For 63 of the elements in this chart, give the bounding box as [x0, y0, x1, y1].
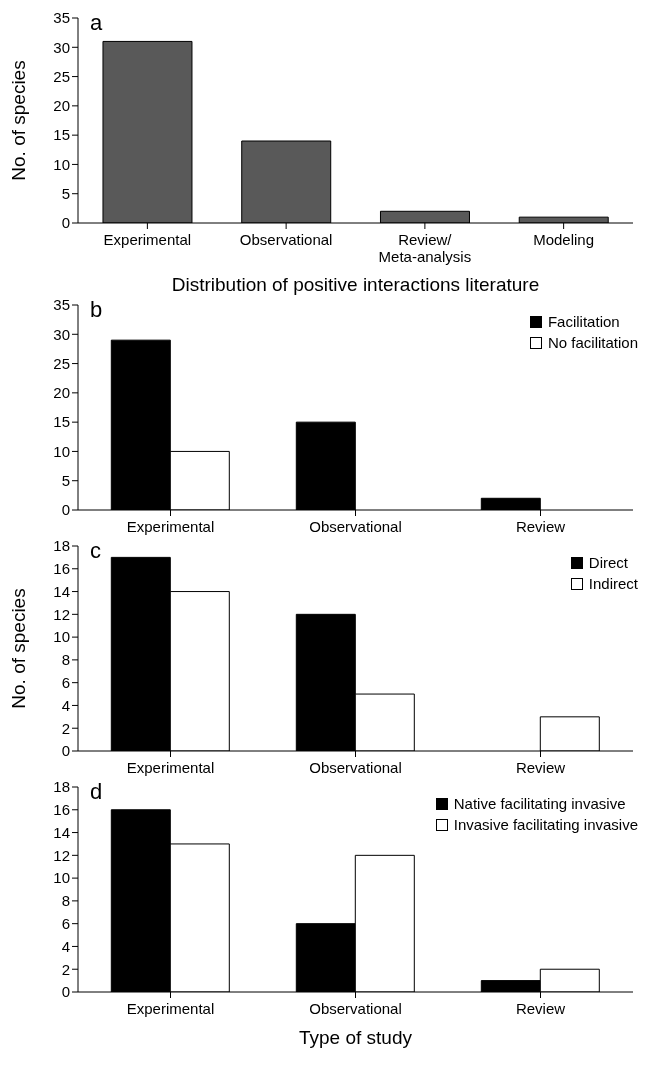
legend-label: Invasive facilitating invasive [453, 816, 638, 833]
y-tick-label: 18 [53, 778, 70, 796]
chart-title: c [90, 538, 101, 564]
y-tick-label: 12 [53, 605, 70, 623]
x-tick-label: Observational [309, 518, 402, 535]
legend-label: Facilitation [547, 313, 620, 330]
chart-title: a [90, 10, 103, 36]
y-tick-label: 14 [53, 582, 70, 600]
y-tick-label: 16 [53, 560, 70, 578]
legend-label: Indirect [588, 575, 638, 592]
y-tick-label: 25 [53, 67, 70, 85]
x-tick-label: Experimental [126, 759, 215, 776]
y-tick-label: 4 [61, 937, 70, 955]
x-tick-label: Experimental [103, 231, 192, 248]
x-tick-label: Review [515, 1000, 566, 1017]
y-tick-label: 25 [53, 354, 70, 372]
y-tick-label: 20 [53, 384, 70, 402]
y-tick-label: 20 [53, 97, 70, 115]
x-tick-label: Review/ Meta-analysis [378, 231, 472, 265]
y-tick-label: 10 [53, 442, 70, 460]
x-tick-label: Observational [309, 759, 402, 776]
y-tick-label: 0 [61, 983, 70, 1001]
x-tick-label: Experimental [126, 518, 215, 535]
x-tick-label: Review [515, 518, 566, 535]
legend-label: Direct [588, 554, 628, 571]
x-axis-title: Type of study [298, 1027, 413, 1048]
y-tick-label: 35 [53, 9, 70, 27]
y-tick-label: 2 [61, 960, 70, 978]
x-tick-label: Experimental [126, 1000, 215, 1017]
x-tick-label: Observational [239, 231, 333, 248]
y-tick-label: 14 [53, 823, 70, 841]
y-tick-label: 10 [53, 869, 70, 887]
y-tick-label: 10 [53, 628, 70, 646]
y-tick-label: 5 [61, 472, 70, 490]
y-axis-title: No. of species [7, 60, 29, 181]
y-tick-label: 2 [61, 719, 70, 737]
y-tick-label: 15 [53, 126, 70, 144]
y-tick-label: 15 [53, 413, 70, 431]
y-tick-label: 12 [53, 846, 70, 864]
legend-label: Native facilitating invasive [453, 795, 626, 812]
y-tick-label: 30 [53, 325, 70, 343]
legend-label: No facilitation [547, 334, 638, 351]
chart-title: d [90, 779, 103, 805]
y-tick-label: 0 [61, 742, 70, 760]
y-tick-label: 6 [61, 673, 70, 691]
x-tick-label: Review [515, 759, 566, 776]
y-tick-label: 0 [61, 214, 70, 232]
x-tick-label: Observational [309, 1000, 402, 1017]
y-tick-label: 18 [53, 537, 70, 555]
y-tick-label: 4 [61, 696, 70, 714]
y-tick-label: 6 [61, 914, 70, 932]
y-axis-title: No. of species [7, 588, 29, 709]
x-tick-label: Modeling [533, 231, 595, 248]
y-tick-label: 10 [53, 155, 70, 173]
x-axis-title: Distribution of positive interactions literature [171, 274, 540, 295]
y-tick-label: 8 [61, 892, 70, 910]
y-tick-label: 8 [61, 651, 70, 669]
y-tick-label: 30 [53, 38, 70, 56]
chart-title: b [90, 297, 103, 323]
y-tick-label: 16 [53, 801, 70, 819]
y-tick-label: 35 [53, 296, 70, 314]
y-tick-label: 0 [61, 501, 70, 519]
y-tick-label: 5 [61, 185, 70, 203]
